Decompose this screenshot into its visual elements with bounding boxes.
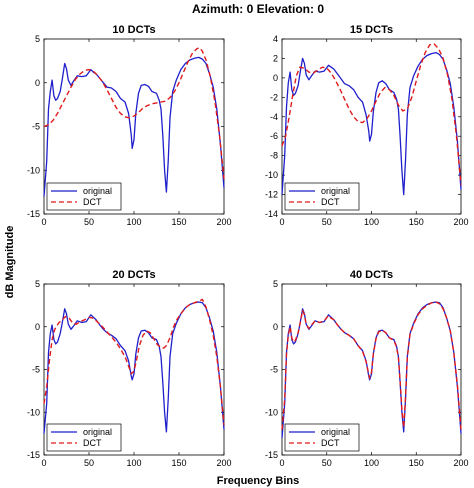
- panel-title: 15 DCTs: [350, 24, 393, 36]
- legend-label: DCT: [83, 197, 102, 207]
- x-tick-label: 0: [279, 458, 284, 468]
- legend-label: DCT: [321, 197, 340, 207]
- x-tick-label: 200: [453, 458, 468, 468]
- y-tick-label: -12: [265, 190, 278, 200]
- x-tick-label: 50: [322, 217, 332, 227]
- y-tick-label: -5: [270, 365, 278, 375]
- legend-label: original: [321, 427, 350, 437]
- y-tick-label: -4: [270, 112, 278, 122]
- legend-label: DCT: [321, 438, 340, 448]
- y-tick-label: -10: [265, 170, 278, 180]
- series-line-original: [43, 56, 225, 197]
- y-axis-label: dB Magnitude: [4, 226, 16, 299]
- y-tick-label: 5: [273, 279, 278, 289]
- y-tick-label: -10: [265, 407, 278, 417]
- x-tick-label: 150: [171, 217, 186, 227]
- x-tick-label: 100: [364, 458, 379, 468]
- panel-title: 40 DCTs: [350, 269, 393, 281]
- legend-box: [284, 423, 360, 452]
- x-tick-label: 100: [364, 217, 379, 227]
- y-tick-label: -10: [27, 407, 40, 417]
- legend-label: original: [83, 427, 112, 437]
- x-tick-label: 200: [453, 217, 468, 227]
- y-tick-label: -14: [265, 209, 278, 219]
- panel-title: 20 DCTs: [112, 269, 155, 281]
- y-tick-label: 4: [273, 34, 278, 44]
- y-tick-label: -5: [32, 122, 40, 132]
- x-tick-label: 50: [84, 217, 94, 227]
- y-tick-label: -15: [27, 450, 40, 460]
- y-tick-label: -6: [270, 131, 278, 141]
- x-tick-label: 100: [126, 217, 141, 227]
- x-tick-label: 100: [126, 458, 141, 468]
- y-tick-label: 5: [35, 34, 40, 44]
- series-line-dct: [281, 301, 462, 430]
- x-tick-label: 150: [171, 458, 186, 468]
- chart-panel-2: 15 DCTs 0 50 100 150 200 -14 -12 -10 -8 -6 -4 -2 0 2 4 o…: [265, 24, 469, 227]
- legend-box: [284, 182, 360, 211]
- figure-title: Azimuth: 0 Elevation: 0: [192, 2, 324, 16]
- y-tick-label: -8: [270, 151, 278, 161]
- x-tick-label: 200: [216, 458, 231, 468]
- legend-label: original: [83, 186, 112, 196]
- y-tick-label: -15: [265, 450, 278, 460]
- legend-box: [46, 423, 122, 452]
- series-line-dct: [281, 43, 462, 185]
- y-tick-label: -10: [27, 165, 40, 175]
- legend-label: DCT: [83, 438, 102, 448]
- legend-box: [46, 182, 122, 211]
- x-tick-label: 0: [41, 458, 46, 468]
- x-tick-label: 150: [409, 458, 424, 468]
- panel-title: 10 DCTs: [112, 24, 155, 36]
- y-tick-label: -2: [270, 92, 278, 102]
- y-tick-label: 2: [273, 53, 278, 63]
- y-tick-label: -15: [27, 209, 40, 219]
- series-line-dct: [43, 47, 225, 180]
- x-tick-label: 50: [322, 458, 332, 468]
- x-tick-label: 0: [41, 217, 46, 227]
- x-tick-label: 50: [84, 458, 94, 468]
- legend-label: original: [321, 186, 350, 196]
- y-tick-label: 0: [273, 73, 278, 83]
- x-tick-label: 150: [409, 217, 424, 227]
- y-tick-label: 0: [35, 322, 40, 332]
- x-tick-label: 200: [216, 217, 231, 227]
- y-tick-label: 0: [273, 322, 278, 332]
- y-tick-label: -5: [32, 365, 40, 375]
- y-tick-label: 5: [35, 279, 40, 289]
- series-line-dct: [43, 298, 225, 426]
- x-axis-label: Frequency Bins: [217, 475, 300, 487]
- x-tick-label: 0: [279, 217, 284, 227]
- y-tick-label: 0: [35, 78, 40, 88]
